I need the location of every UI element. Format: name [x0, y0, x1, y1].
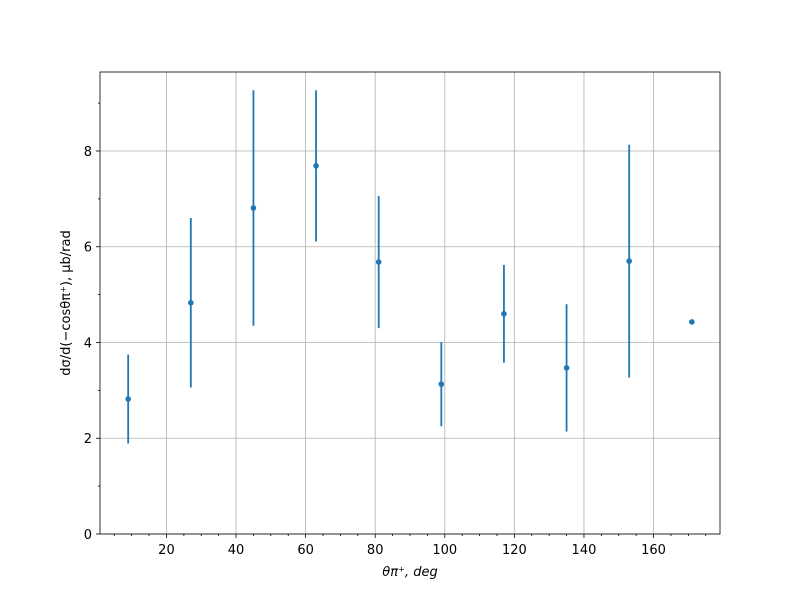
x-tick-label: 100 — [432, 543, 457, 558]
x-tick-label: 80 — [367, 543, 384, 558]
x-axis-label: θπ⁺, deg — [382, 565, 437, 580]
plot-frame — [99, 71, 721, 535]
y-axis-label: dσ/d(−cosθπ⁺), μb/rad — [59, 230, 74, 375]
x-tick-label: 160 — [641, 543, 666, 558]
x-tick-label: 140 — [572, 543, 597, 558]
data-point — [563, 365, 570, 371]
x-tick-label: 120 — [502, 543, 527, 558]
x-tick-label: 40 — [228, 543, 245, 558]
x-tick-label: 60 — [297, 543, 314, 558]
data-point — [188, 299, 194, 306]
data-point — [250, 205, 257, 211]
data-point — [501, 310, 507, 317]
data-point — [438, 381, 445, 387]
y-tick-label: 6 — [84, 241, 92, 256]
data-point — [125, 396, 131, 402]
y-tick-label: 0 — [84, 528, 92, 543]
y-tick-label: 2 — [84, 432, 92, 447]
y-tick-label: 8 — [84, 145, 92, 160]
data-point — [375, 259, 382, 265]
data-point — [689, 319, 695, 325]
x-tick-label: 20 — [158, 543, 175, 558]
y-tick-label: 4 — [84, 336, 92, 351]
data-point — [626, 258, 632, 264]
data-point — [313, 163, 319, 169]
